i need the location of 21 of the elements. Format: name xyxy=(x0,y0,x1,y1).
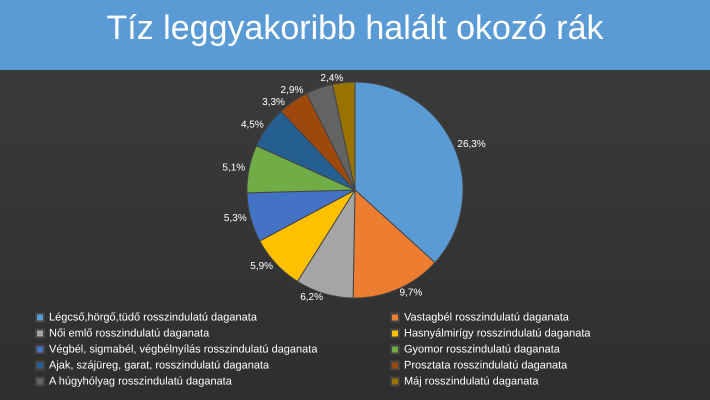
data-label: 6,2% xyxy=(300,292,324,303)
data-label: 2,9% xyxy=(280,85,304,96)
legend-label: Vastagbél rosszindulatú daganata xyxy=(404,312,570,324)
data-label: 2,4% xyxy=(320,73,344,84)
legend-label: Ajak, szájüreg, garat, rosszindulatú daganata xyxy=(49,360,270,372)
data-label: 5,3% xyxy=(224,213,247,224)
legend-label: Végbél, sigmabél, végbélnyílás rosszindulatú daganata xyxy=(49,344,318,356)
legend-label: Máj rosszindulatú daganata xyxy=(404,376,540,388)
data-label: 9,7% xyxy=(399,287,422,298)
data-label: 3,3% xyxy=(262,97,286,108)
legend-label: Légcső,hörgő,tüdő rosszindulatú daganata xyxy=(49,312,258,324)
chart-title: Tíz leggyakoribb halált okozó rák xyxy=(106,9,605,47)
data-label: 5,9% xyxy=(250,260,274,272)
legend-label: Gyomor rosszindulatú daganata xyxy=(404,344,561,356)
data-label: 5,1% xyxy=(222,162,246,174)
legend-label: Női emlő rosszindulatú daganata xyxy=(49,328,210,340)
legend-label: A húgyhólyag rosszindulatú daganata xyxy=(49,376,233,388)
legend-label: Hasnyálmirígy rosszindulatú daganata xyxy=(404,328,592,340)
legend-label: Prosztata rosszindulatú daganata xyxy=(404,360,568,372)
data-label: 4,5% xyxy=(240,120,264,131)
data-label: 26,3% xyxy=(457,139,486,150)
